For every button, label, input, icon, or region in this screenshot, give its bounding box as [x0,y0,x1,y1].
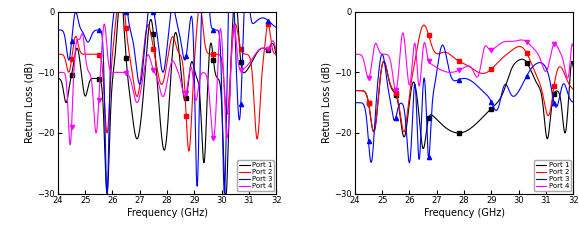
Port 2 [54,53,61,56]
Port 1 [435,120,442,123]
Port 2 [435,52,442,55]
Port 4 [269,40,276,43]
Port 3 [148,10,155,13]
Port 2 [113,10,120,13]
Port 3 [104,192,111,195]
Port 1 [570,66,577,69]
Line: Port 1: Port 1 [355,59,573,148]
Port 2 [185,150,192,152]
Port 3 [138,75,145,78]
Port 4 [245,63,252,65]
Port 4 [542,70,549,73]
Port 3 [566,96,573,98]
Port 1 [222,192,229,195]
Port 2 [445,52,452,55]
Port 3 [273,26,280,29]
Line: Port 2: Port 2 [58,12,276,151]
Port 4 [93,131,100,134]
Port 4 [435,67,442,70]
Line: Port 3: Port 3 [58,12,276,194]
Port 4 [376,51,383,54]
Port 4 [389,73,396,76]
Port 1 [445,128,452,131]
Y-axis label: Return Loss (dB): Return Loss (dB) [322,62,332,143]
X-axis label: Frequency (GHz): Frequency (GHz) [423,208,504,218]
Port 3 [376,62,383,65]
Port 2 [92,53,99,56]
Line: Port 2: Port 2 [355,25,573,132]
Y-axis label: Return Loss (dB): Return Loss (dB) [25,62,35,143]
Port 1 [420,147,427,150]
Port 1 [245,67,252,69]
Port 4 [273,51,280,53]
Port 1 [351,89,358,92]
Port 4 [400,31,406,34]
Port 2 [566,83,573,86]
Port 2 [269,46,276,49]
Port 1 [138,111,145,114]
Port 4 [570,45,577,47]
Line: Port 3: Port 3 [355,45,573,163]
Line: Port 4: Port 4 [58,24,276,145]
Port 3 [92,29,99,32]
Port 1 [542,129,549,132]
Port 2 [570,88,577,90]
Port 4 [392,89,399,92]
Port 3 [445,65,452,67]
Legend: Port 1, Port 2, Port 3, Port 4: Port 1, Port 2, Port 3, Port 4 [534,160,571,191]
Port 1 [115,10,122,13]
Port 2 [376,81,383,84]
Port 2 [148,34,155,37]
Port 1 [376,81,383,84]
Port 2 [401,131,408,133]
Port 1 [273,54,280,57]
Port 2 [245,54,252,57]
Port 3 [245,10,252,13]
Port 2 [351,89,358,92]
Port 1 [269,42,276,45]
Port 2 [420,24,427,26]
Port 4 [351,53,358,56]
Port 4 [54,71,61,74]
Port 4 [445,71,452,74]
X-axis label: Frequency (GHz): Frequency (GHz) [127,208,208,218]
Port 3 [542,66,549,68]
Port 4 [101,23,108,25]
Port 1 [54,77,61,80]
Port 1 [79,84,86,86]
Port 1 [519,58,526,61]
Port 1 [92,77,99,80]
Port 2 [389,88,396,90]
Port 2 [542,107,549,110]
Port 3 [79,31,86,34]
Port 1 [566,90,573,93]
Port 3 [435,58,442,61]
Port 3 [351,101,358,104]
Line: Port 4: Port 4 [355,33,573,90]
Port 4 [79,34,86,37]
Port 1 [389,89,396,92]
Port 1 [148,18,155,21]
Port 4 [67,143,74,146]
Port 3 [439,44,446,46]
Port 4 [148,61,155,64]
Port 3 [389,114,396,117]
Port 4 [138,84,145,86]
Port 3 [111,10,118,13]
Port 3 [54,29,61,31]
Legend: Port 1, Port 2, Port 3, Port 4: Port 1, Port 2, Port 3, Port 4 [237,160,274,191]
Port 4 [566,71,573,74]
Line: Port 1: Port 1 [58,12,276,194]
Port 2 [79,53,86,55]
Port 3 [269,23,276,26]
Port 3 [570,101,577,104]
Port 3 [406,161,413,164]
Port 2 [273,53,280,55]
Port 2 [138,67,145,70]
